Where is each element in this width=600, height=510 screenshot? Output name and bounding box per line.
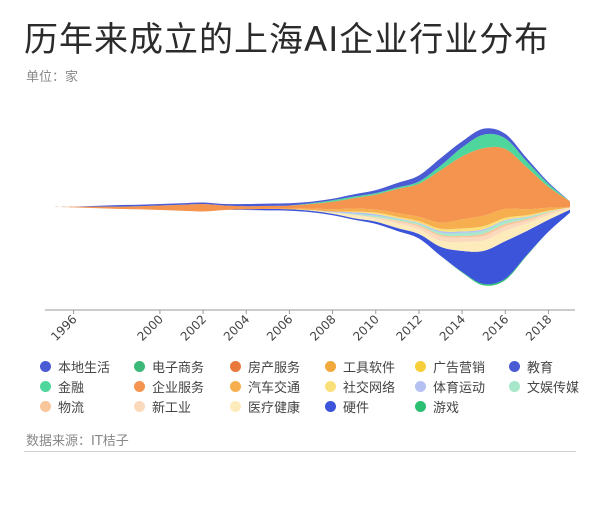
- legend-swatch: [230, 360, 241, 372]
- legend-item[interactable]: 医疗健康: [230, 397, 300, 416]
- x-tick-label: 2018: [523, 312, 554, 343]
- legend-label: 电子商务: [152, 360, 205, 376]
- legend-label: 房产服务: [248, 360, 301, 376]
- x-tick-label: 2014: [437, 312, 468, 343]
- legend-swatch: [415, 380, 426, 392]
- legend-item[interactable]: 硬件: [325, 397, 369, 416]
- chart-title: 历年来成立的上海AI企业行业分布: [24, 20, 550, 60]
- legend-swatch: [40, 380, 51, 392]
- stream-企业服务[interactable]: [52, 146, 570, 223]
- x-axis-ticks: 1996 2000 2002 2004 2006 2008 2010 2012 2014 2016…: [48, 310, 555, 344]
- legend-swatch: [230, 380, 241, 392]
- data-source: 数据来源：IT桔子: [26, 434, 129, 449]
- legend-item[interactable]: 汽车交通: [230, 377, 300, 396]
- legend-label: 物流: [58, 400, 85, 416]
- streamgraph-chart: 1996 2000 2002 2004 2006 2008 2010 2012 2014 2016…: [45, 128, 575, 344]
- legend-swatch: [325, 400, 336, 412]
- legend-swatch: [415, 360, 426, 372]
- legend-label: 硬件: [343, 400, 370, 416]
- x-tick-label: 2002: [178, 312, 209, 343]
- legend-label: 教育: [527, 360, 554, 376]
- x-tick-label: 2004: [221, 312, 252, 343]
- legend-item[interactable]: 广告营销: [415, 357, 485, 376]
- stream-layers: [52, 128, 570, 286]
- legend-row: 本地生活 电子商务 房产服务 工具软件 广告营销 教育: [40, 356, 585, 376]
- legend-item[interactable]: 企业服务: [134, 377, 204, 396]
- legend-row: 物流 新工业 医疗健康 硬件 游戏: [40, 396, 585, 416]
- legend-swatch: [415, 400, 426, 412]
- legend-swatch: [325, 360, 336, 372]
- stream-汽车交通[interactable]: [52, 207, 570, 230]
- unit-label: 单位：家: [26, 70, 79, 85]
- legend-item[interactable]: 房产服务: [230, 357, 300, 376]
- legend-item[interactable]: 金融: [40, 377, 84, 396]
- legend-row: 金融 企业服务 汽车交通 社交网络 体育运动 文娱传媒: [40, 376, 585, 396]
- legend-item[interactable]: 体育运动: [415, 377, 485, 396]
- legend-swatch: [325, 380, 336, 392]
- legend-label: 体育运动: [433, 380, 486, 396]
- legend-item[interactable]: 物流: [40, 397, 84, 416]
- x-tick-label: 1996: [48, 312, 79, 343]
- x-tick-label: 2006: [264, 312, 295, 343]
- legend-item[interactable]: 工具软件: [325, 357, 395, 376]
- legend-label: 文娱传媒: [527, 380, 580, 396]
- legend-label: 金融: [58, 380, 85, 396]
- footer-divider: [24, 451, 576, 452]
- legend-swatch: [40, 400, 51, 412]
- legend-swatch: [134, 380, 145, 392]
- legend: 本地生活 电子商务 房产服务 工具软件 广告营销 教育金融 企业服务 汽车交通 社交网络 体育运动…: [40, 356, 585, 416]
- legend-label: 汽车交通: [248, 380, 301, 396]
- legend-swatch: [134, 360, 145, 372]
- legend-item[interactable]: 教育: [509, 357, 553, 376]
- legend-label: 本地生活: [58, 360, 111, 376]
- legend-item[interactable]: 社交网络: [325, 377, 395, 396]
- legend-swatch: [509, 380, 520, 392]
- legend-label: 游戏: [433, 400, 460, 416]
- legend-item[interactable]: 电子商务: [134, 357, 204, 376]
- legend-label: 工具软件: [343, 360, 396, 376]
- legend-label: 广告营销: [433, 360, 486, 376]
- legend-swatch: [40, 360, 51, 372]
- legend-item[interactable]: 文娱传媒: [509, 377, 579, 396]
- legend-item[interactable]: 游戏: [415, 397, 459, 416]
- legend-label: 企业服务: [152, 380, 205, 396]
- x-tick-label: 2012: [394, 312, 425, 343]
- legend-item[interactable]: 新工业: [134, 397, 191, 416]
- x-tick-label: 2008: [307, 312, 338, 343]
- legend-label: 新工业: [152, 400, 192, 416]
- x-tick-label: 2010: [350, 312, 381, 343]
- legend-label: 社交网络: [343, 380, 396, 396]
- legend-swatch: [230, 400, 241, 412]
- x-tick-label: 2016: [480, 312, 511, 343]
- legend-item[interactable]: 本地生活: [40, 357, 110, 376]
- legend-swatch: [509, 360, 520, 372]
- legend-label: 医疗健康: [248, 400, 301, 416]
- legend-swatch: [134, 400, 145, 412]
- x-tick-label: 2000: [135, 312, 166, 343]
